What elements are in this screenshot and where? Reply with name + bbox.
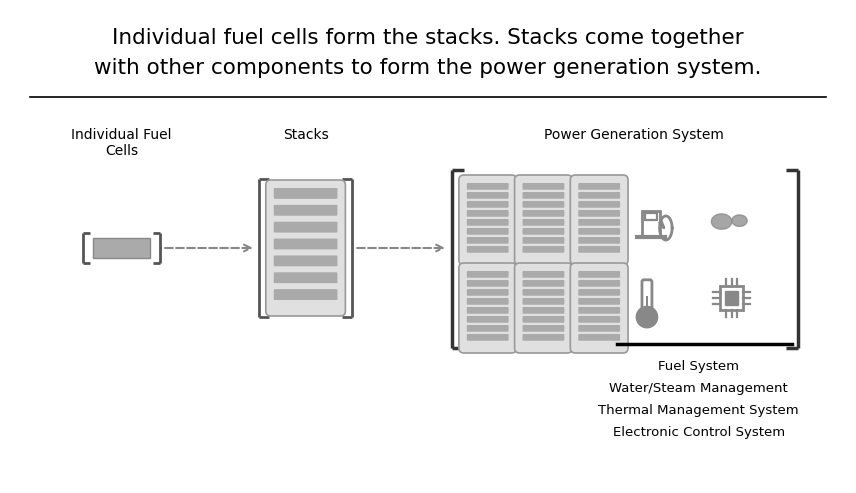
FancyBboxPatch shape	[522, 246, 564, 253]
FancyBboxPatch shape	[579, 298, 620, 305]
FancyBboxPatch shape	[274, 239, 337, 249]
FancyBboxPatch shape	[522, 201, 564, 208]
Polygon shape	[732, 215, 747, 226]
FancyBboxPatch shape	[579, 237, 620, 244]
FancyBboxPatch shape	[467, 228, 508, 235]
Text: Water/Steam Management: Water/Steam Management	[609, 382, 788, 395]
FancyBboxPatch shape	[522, 237, 564, 244]
FancyBboxPatch shape	[579, 280, 620, 287]
FancyBboxPatch shape	[467, 298, 508, 305]
FancyBboxPatch shape	[467, 210, 508, 217]
FancyBboxPatch shape	[467, 325, 508, 332]
Bar	[92, 238, 151, 258]
FancyBboxPatch shape	[274, 188, 337, 199]
FancyBboxPatch shape	[522, 280, 564, 287]
FancyBboxPatch shape	[579, 246, 620, 253]
Bar	[646, 296, 648, 311]
FancyBboxPatch shape	[579, 219, 620, 226]
Bar	[725, 291, 739, 305]
FancyBboxPatch shape	[467, 289, 508, 296]
FancyBboxPatch shape	[522, 228, 564, 235]
FancyBboxPatch shape	[467, 271, 508, 278]
FancyBboxPatch shape	[579, 192, 620, 199]
FancyBboxPatch shape	[522, 316, 564, 323]
Text: Individual fuel cells form the stacks. Stacks come together: Individual fuel cells form the stacks. S…	[112, 28, 744, 48]
FancyBboxPatch shape	[274, 289, 337, 300]
FancyBboxPatch shape	[467, 183, 508, 190]
FancyBboxPatch shape	[514, 263, 573, 353]
Text: Electronic Control System: Electronic Control System	[613, 426, 785, 439]
FancyBboxPatch shape	[274, 222, 337, 233]
Text: Power Generation System: Power Generation System	[544, 128, 724, 142]
FancyBboxPatch shape	[522, 271, 564, 278]
FancyBboxPatch shape	[570, 263, 628, 353]
FancyBboxPatch shape	[522, 325, 564, 332]
Text: Thermal Management System: Thermal Management System	[598, 404, 799, 417]
Bar	[720, 286, 743, 310]
FancyBboxPatch shape	[522, 307, 564, 314]
FancyBboxPatch shape	[579, 228, 620, 235]
FancyBboxPatch shape	[459, 263, 516, 353]
FancyBboxPatch shape	[274, 205, 337, 216]
FancyBboxPatch shape	[467, 219, 508, 226]
FancyBboxPatch shape	[579, 334, 620, 341]
FancyBboxPatch shape	[579, 201, 620, 208]
FancyBboxPatch shape	[467, 201, 508, 208]
FancyBboxPatch shape	[579, 325, 620, 332]
FancyBboxPatch shape	[459, 175, 516, 265]
FancyBboxPatch shape	[522, 219, 564, 226]
FancyBboxPatch shape	[467, 334, 508, 341]
Text: Stacks: Stacks	[282, 128, 329, 142]
FancyBboxPatch shape	[467, 192, 508, 199]
Circle shape	[637, 307, 657, 327]
FancyBboxPatch shape	[467, 316, 508, 323]
FancyBboxPatch shape	[467, 237, 508, 244]
FancyBboxPatch shape	[522, 298, 564, 305]
FancyBboxPatch shape	[579, 210, 620, 217]
Text: Fuel System: Fuel System	[658, 360, 740, 373]
FancyBboxPatch shape	[522, 210, 564, 217]
FancyBboxPatch shape	[467, 307, 508, 314]
FancyBboxPatch shape	[274, 255, 337, 266]
FancyBboxPatch shape	[467, 246, 508, 253]
FancyBboxPatch shape	[570, 175, 628, 265]
FancyBboxPatch shape	[274, 272, 337, 283]
FancyBboxPatch shape	[514, 175, 573, 265]
FancyBboxPatch shape	[522, 192, 564, 199]
FancyBboxPatch shape	[579, 289, 620, 296]
FancyBboxPatch shape	[579, 271, 620, 278]
Bar	[645, 213, 657, 220]
FancyBboxPatch shape	[522, 289, 564, 296]
FancyBboxPatch shape	[467, 280, 508, 287]
FancyBboxPatch shape	[522, 183, 564, 190]
Polygon shape	[711, 214, 732, 229]
FancyBboxPatch shape	[579, 316, 620, 323]
Text: with other components to form the power generation system.: with other components to form the power …	[94, 58, 762, 78]
Text: Individual Fuel
Cells: Individual Fuel Cells	[71, 128, 172, 158]
FancyBboxPatch shape	[265, 180, 346, 316]
FancyBboxPatch shape	[579, 183, 620, 190]
FancyBboxPatch shape	[579, 307, 620, 314]
FancyBboxPatch shape	[522, 334, 564, 341]
